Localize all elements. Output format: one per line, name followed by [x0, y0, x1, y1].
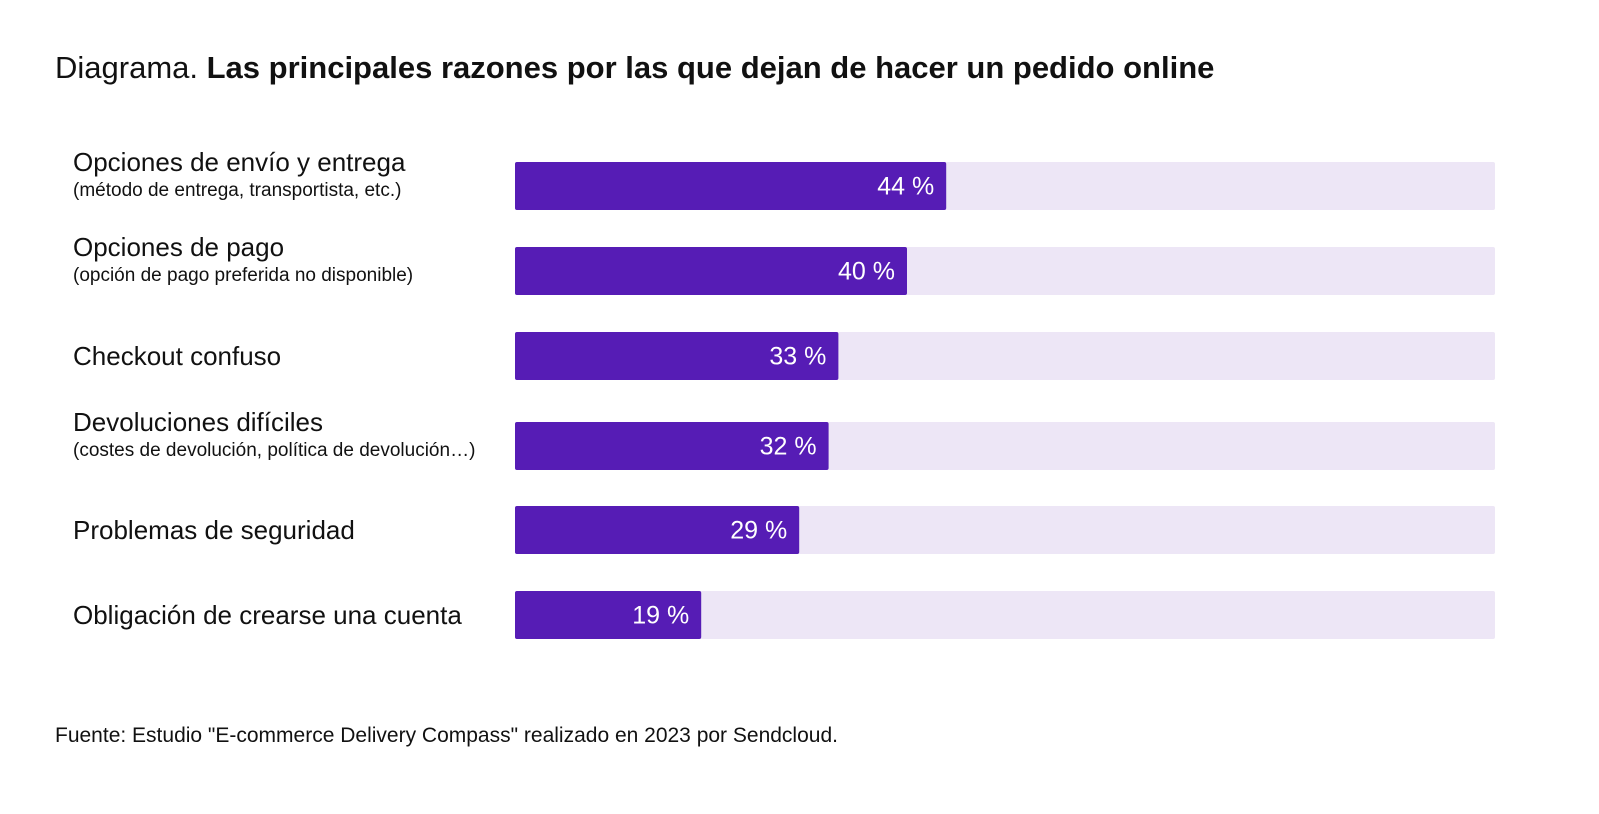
category-note: (opción de pago preferida no disponible) — [73, 265, 414, 286]
category-label: Devoluciones difíciles (costes de devoluc… — [73, 407, 493, 464]
bar — [515, 247, 907, 295]
category-label: Problemas de seguridad — [73, 515, 493, 545]
bar — [515, 506, 800, 554]
category-main: Obligación de crearse una cuenta — [73, 600, 462, 630]
category-label: Obligación de crearse una cuenta — [73, 600, 493, 630]
category-note: (costes de devolución, política de devol… — [73, 440, 476, 461]
category-main: Checkout confuso — [73, 341, 282, 371]
category-main: Opciones de pago — [73, 232, 285, 262]
value-label: 32 % — [760, 433, 817, 461]
value-label: 44 % — [877, 173, 934, 201]
chart-title: Diagrama. Las principales razones por la… — [55, 50, 1214, 86]
bar-track — [515, 591, 1495, 639]
value-label: 33 % — [769, 343, 826, 371]
title-prefix: Diagrama. — [55, 50, 198, 85]
value-label: 29 % — [730, 517, 787, 545]
category-label: Opciones de envío y entrega (método de en… — [73, 147, 493, 204]
category-main: Devoluciones difíciles — [73, 407, 324, 437]
bar — [515, 591, 702, 639]
bar — [515, 422, 829, 470]
value-label: 19 % — [632, 602, 689, 630]
source-note: Fuente: Estudio "E-commerce Delivery Com… — [55, 724, 838, 747]
category-main: Opciones de envío y entrega — [73, 147, 406, 177]
category-label: Checkout confuso — [73, 341, 493, 371]
bar — [515, 162, 947, 210]
value-label: 40 % — [838, 258, 895, 286]
category-label: Opciones de pago (opción de pago preferid… — [73, 232, 493, 289]
category-note: (método de entrega, transportista, etc.) — [73, 180, 402, 201]
category-main: Problemas de seguridad — [73, 515, 355, 545]
title-main: Las principales razones por las que deja… — [206, 50, 1215, 85]
bar — [515, 332, 839, 380]
